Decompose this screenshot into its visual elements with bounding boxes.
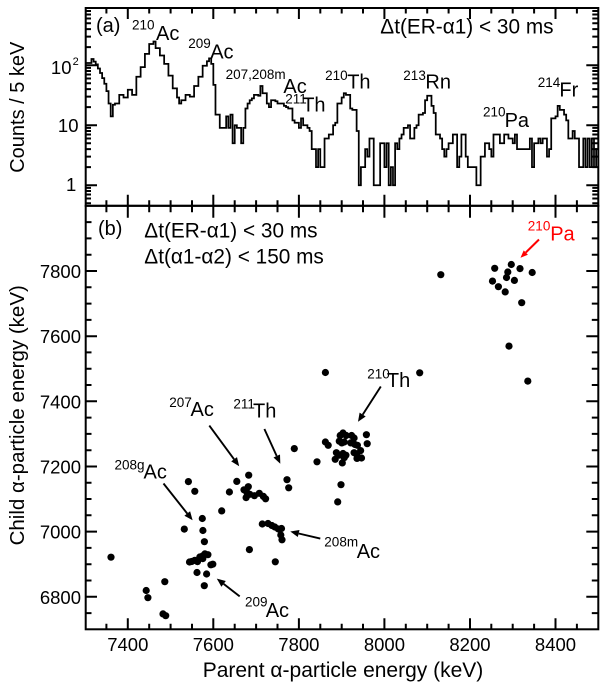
svg-text:208m: 208m [324, 535, 358, 550]
svg-text:(b): (b) [98, 218, 122, 240]
svg-text:7400: 7400 [107, 634, 148, 655]
svg-text:211: 211 [285, 91, 307, 106]
svg-text:207,208m: 207,208m [226, 67, 286, 82]
svg-text:210: 210 [528, 219, 551, 234]
svg-text:209: 209 [188, 36, 211, 51]
svg-text:8400: 8400 [535, 634, 576, 655]
svg-text:7000: 7000 [40, 522, 81, 543]
svg-text:Δt(ER-α1) < 30 ms: Δt(ER-α1) < 30 ms [144, 220, 317, 243]
svg-text:208g: 208g [115, 458, 145, 473]
svg-text:Child α-particle energy (keV): Child α-particle energy (keV) [6, 285, 29, 545]
svg-text:Th: Th [347, 72, 370, 94]
svg-text:7200: 7200 [40, 456, 81, 477]
svg-text:210: 210 [132, 18, 155, 33]
svg-text:Ac: Ac [156, 23, 179, 45]
svg-text:Th: Th [302, 95, 325, 117]
svg-text:210: 210 [367, 367, 390, 382]
svg-text:2: 2 [73, 56, 79, 68]
svg-text:7400: 7400 [40, 391, 81, 412]
svg-text:1: 1 [66, 174, 76, 195]
svg-text:Pa: Pa [550, 224, 575, 246]
svg-text:(a): (a) [96, 15, 120, 37]
svg-text:214: 214 [538, 75, 561, 90]
svg-text:7800: 7800 [40, 261, 81, 282]
svg-text:Pa: Pa [505, 110, 530, 132]
svg-text:Counts / 5 keV: Counts / 5 keV [7, 41, 29, 173]
svg-text:Rn: Rn [425, 72, 451, 94]
svg-text:7800: 7800 [278, 634, 319, 655]
svg-text:Th: Th [253, 401, 276, 423]
svg-text:8000: 8000 [364, 634, 405, 655]
svg-text:Δt(α1-α2) < 150 ms: Δt(α1-α2) < 150 ms [144, 246, 324, 269]
svg-text:10: 10 [58, 115, 79, 136]
svg-text:Ac: Ac [191, 399, 214, 421]
svg-text:210: 210 [483, 105, 506, 120]
svg-text:210: 210 [325, 68, 348, 83]
svg-text:Δt(ER-α1) < 30 ms: Δt(ER-α1) < 30 ms [380, 16, 553, 39]
svg-text:211: 211 [233, 397, 255, 412]
svg-text:6800: 6800 [40, 587, 81, 608]
svg-text:Fr: Fr [559, 79, 578, 101]
svg-text:Ac: Ac [210, 42, 233, 64]
svg-text:7600: 7600 [193, 634, 234, 655]
svg-text:Ac: Ac [357, 541, 380, 563]
svg-text:10: 10 [51, 57, 72, 78]
svg-text:Ac: Ac [283, 76, 306, 98]
svg-text:8200: 8200 [449, 634, 490, 655]
svg-text:Th: Th [387, 370, 410, 392]
svg-text:Parent α-particle energy (keV): Parent α-particle energy (keV) [203, 659, 484, 682]
svg-text:Ac: Ac [266, 600, 289, 622]
svg-text:209: 209 [245, 595, 268, 610]
svg-text:207: 207 [169, 395, 192, 410]
svg-text:213: 213 [403, 68, 426, 83]
svg-text:7600: 7600 [40, 326, 81, 347]
svg-text:Ac: Ac [144, 462, 167, 484]
